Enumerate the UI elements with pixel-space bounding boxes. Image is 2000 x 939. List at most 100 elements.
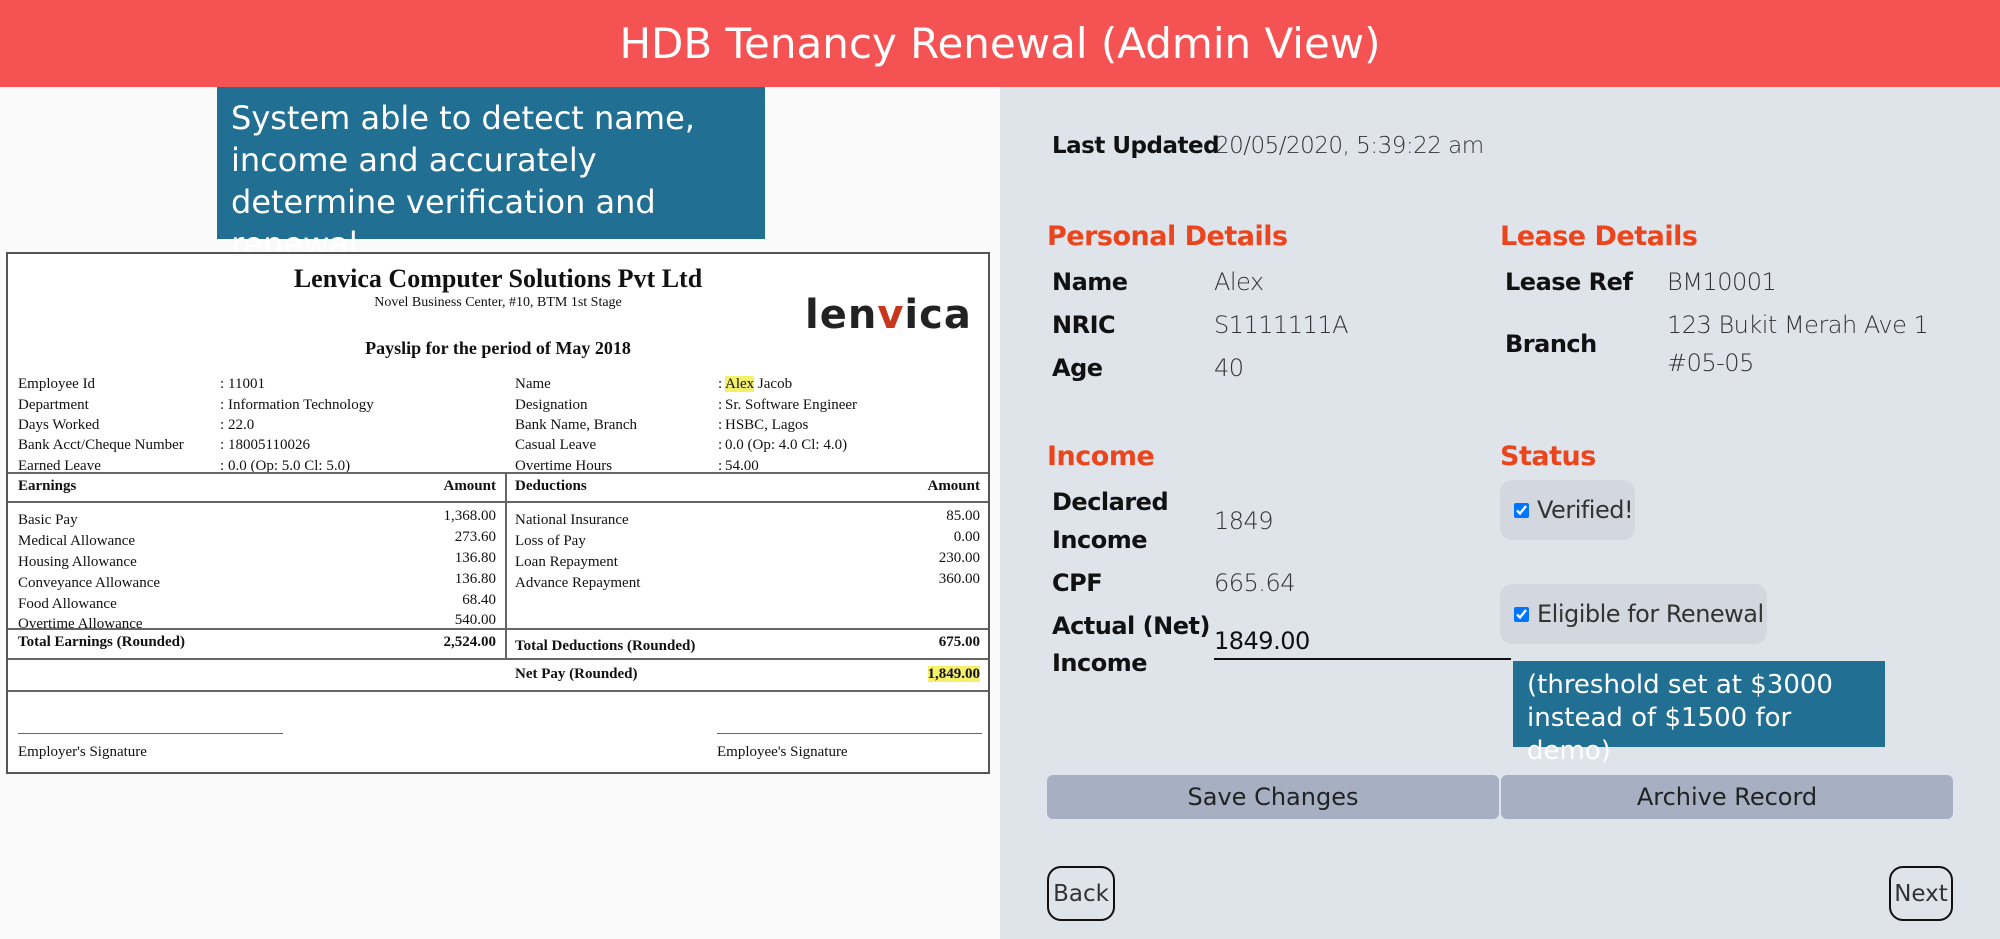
- net-pay: 1,849.00: [880, 666, 980, 683]
- detail-label: Overtime Hours: [515, 458, 613, 474]
- lease-ref-label: Lease Ref: [1505, 268, 1633, 296]
- verified-toggle[interactable]: Verified!: [1500, 480, 1635, 540]
- last-updated-label: Last Updated: [1052, 133, 1220, 159]
- detail-label: Bank Name, Branch: [515, 417, 638, 433]
- earning-label: Conveyance Allowance: [18, 575, 161, 591]
- detail-colon: :: [220, 417, 225, 433]
- detail-colon: :: [718, 397, 723, 413]
- detail-value: 18005110026: [228, 437, 310, 453]
- deduction-label: Advance Repayment: [515, 575, 641, 591]
- save-changes-button[interactable]: Save Changes: [1047, 775, 1499, 819]
- employer-signature: Employer's Signature: [18, 744, 147, 760]
- detail-label: Bank Acct/Cheque Number: [18, 437, 184, 453]
- annotation-callout: System able to detect name, income and a…: [217, 87, 765, 263]
- deductions-header: Deductions: [515, 478, 587, 494]
- earning-amount: 1,368.00: [443, 508, 497, 524]
- payslip-document: Lenvica Computer Solutions Pvt Ltd Novel…: [6, 252, 990, 774]
- earning-label: Housing Allowance: [18, 554, 137, 570]
- name-value: Alex: [1214, 268, 1264, 296]
- detected-name-highlight: Alex: [725, 376, 755, 392]
- threshold-note: (threshold set at $3000 instead of $1500…: [1513, 661, 1885, 766]
- earning-label: Food Allowance: [18, 596, 117, 612]
- deduction-amount: 230.00: [938, 550, 980, 566]
- earning-amount: 273.60: [454, 529, 496, 545]
- declared-income-label: Declared: [1052, 488, 1169, 516]
- detail-value-text: 0.0 (Op: 4.0 Cl: 4.0): [725, 437, 848, 453]
- detail-value: HSBC, Lagos: [725, 417, 808, 434]
- eligible-checkbox[interactable]: [1514, 606, 1529, 622]
- status-heading: Status: [1500, 441, 1596, 472]
- personal-details-heading: Personal Details: [1047, 221, 1288, 252]
- eligible-toggle[interactable]: Eligible for Renewal: [1500, 584, 1767, 644]
- branch-label: Branch: [1505, 330, 1597, 358]
- detail-value: 11001: [228, 376, 265, 392]
- detail-value: 0.0 (Op: 5.0 Cl: 5.0): [228, 458, 351, 474]
- actual-income-label: Actual (Net): [1052, 612, 1210, 640]
- back-button[interactable]: Back: [1047, 866, 1115, 921]
- earning-amount: 540.00: [454, 612, 496, 628]
- detail-colon: :: [718, 458, 723, 474]
- page-title: HDB Tenancy Renewal (Admin View): [619, 19, 1381, 68]
- earning-label: Basic Pay: [18, 512, 78, 528]
- actual-income-input[interactable]: [1214, 624, 1511, 660]
- net-pay-value: 1,849.00: [927, 666, 980, 682]
- deduction-label: Loan Repayment: [515, 554, 618, 570]
- age-label: Age: [1052, 354, 1103, 382]
- detail-label: Name: [515, 376, 551, 392]
- company-name: Lenvica Computer Solutions Pvt Ltd: [293, 264, 703, 293]
- eligible-label: Eligible for Renewal: [1537, 600, 1764, 628]
- branch-value-line1: 123 Bukit Merah Ave 1: [1667, 311, 1929, 339]
- declared-income-label-2: Income: [1052, 526, 1148, 554]
- detail-colon: :: [718, 437, 723, 453]
- next-button[interactable]: Next: [1889, 866, 1953, 921]
- net-pay-label: Net Pay (Rounded): [515, 666, 638, 682]
- archive-record-button[interactable]: Archive Record: [1501, 775, 1953, 819]
- cpf-label: CPF: [1052, 569, 1103, 597]
- company-logo: lenvica: [805, 292, 972, 338]
- detail-value-text: Sr. Software Engineer: [725, 397, 858, 413]
- deduction-amount: 85.00: [946, 508, 980, 524]
- detail-colon: :: [220, 376, 225, 392]
- total-deductions-label: Total Deductions (Rounded): [515, 638, 696, 654]
- actual-income-label-2: Income: [1052, 649, 1148, 677]
- nric-value: S1111111A: [1214, 311, 1349, 339]
- detail-value-text: 54.00: [725, 458, 759, 474]
- detail-value: 54.00: [725, 458, 759, 475]
- detail-label: Department: [18, 397, 89, 413]
- name-label: Name: [1052, 268, 1128, 296]
- payslip-title: Payslip for the period of May 2018: [365, 338, 631, 358]
- last-updated-value: 20/05/2020, 5:39:22 am: [1215, 133, 1484, 159]
- income-heading: Income: [1047, 441, 1155, 472]
- detail-label: Days Worked: [18, 417, 100, 433]
- detail-label: Casual Leave: [515, 437, 597, 453]
- nric-label: NRIC: [1052, 311, 1116, 339]
- detail-colon: :: [220, 458, 225, 474]
- verified-checkbox[interactable]: [1514, 502, 1529, 518]
- detail-label: Employee Id: [18, 376, 96, 392]
- detail-label: Designation: [515, 397, 588, 413]
- company-address: Novel Business Center, #10, BTM 1st Stag…: [374, 295, 622, 310]
- detail-label: Earned Leave: [18, 458, 101, 474]
- earning-amount: 136.80: [454, 550, 496, 566]
- detail-value: Alex Jacob: [725, 376, 792, 393]
- detail-colon: :: [718, 417, 723, 433]
- age-value: 40: [1214, 354, 1244, 382]
- detail-colon: :: [718, 376, 723, 392]
- lease-ref-value: BM10001: [1667, 268, 1777, 296]
- detail-value-text: Jacob: [754, 376, 793, 392]
- detail-value: 0.0 (Op: 4.0 Cl: 4.0): [725, 437, 847, 454]
- detail-value: Sr. Software Engineer: [725, 397, 857, 414]
- earnings-amount-header: Amount: [443, 478, 496, 494]
- deduction-label: Loss of Pay: [515, 533, 586, 549]
- cpf-value: 665.64: [1214, 569, 1295, 597]
- earning-amount: 136.80: [454, 571, 496, 587]
- detail-colon: :: [220, 437, 225, 453]
- detail-value: 22.0: [228, 417, 255, 433]
- detail-colon: :: [220, 397, 225, 413]
- deduction-amount: 360.00: [938, 571, 980, 587]
- branch-value-line2: #05-05: [1667, 349, 1754, 377]
- lease-details-heading: Lease Details: [1500, 221, 1698, 252]
- total-deductions: 675.00: [938, 634, 980, 650]
- detail-value: Information Technology: [228, 397, 374, 413]
- total-earnings-label: Total Earnings (Rounded): [18, 634, 185, 650]
